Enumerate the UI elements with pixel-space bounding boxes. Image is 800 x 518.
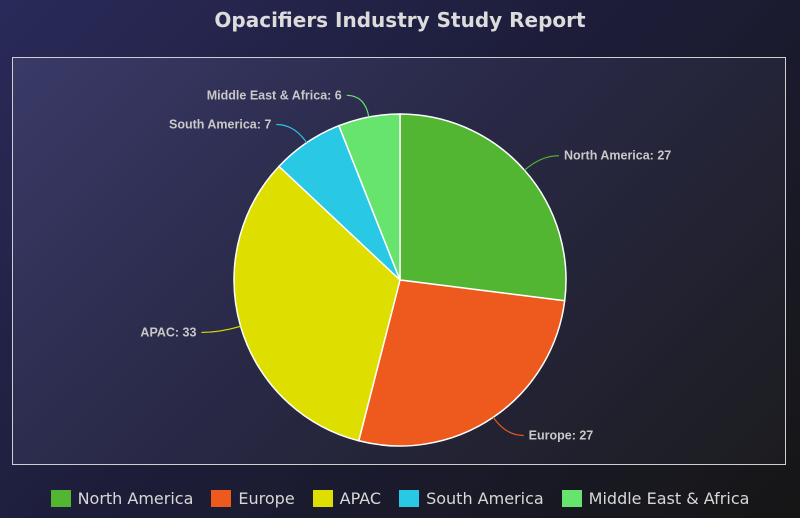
legend-swatch	[399, 489, 420, 507]
data-label-south-america: South America: 7	[169, 118, 271, 132]
legend-swatch	[312, 489, 333, 507]
chart-title: Opacifiers Industry Study Report	[214, 8, 586, 32]
legend-item-south-america[interactable]: South America	[399, 489, 544, 508]
legend-label: Europe	[238, 488, 295, 508]
legend: North America Europe APAC South America Midd…	[0, 486, 800, 510]
legend-item-middle-east-and-africa[interactable]: Middle East & Africa	[561, 488, 750, 508]
data-label-middle-east-and-africa: Middle East & Africa: 6	[207, 88, 342, 102]
pie-slice-europe[interactable]	[357, 279, 566, 447]
legend-label: APAC	[339, 488, 382, 508]
leader-line-south-america	[276, 123, 308, 144]
leader-line-europe	[492, 416, 524, 437]
legend-label: Middle East & Africa	[588, 488, 750, 508]
legend-label: South America	[426, 488, 544, 508]
leader-line-north-america	[524, 155, 560, 171]
legend-swatch	[561, 489, 582, 507]
data-label-north-america: North America: 27	[564, 149, 671, 163]
legend-item-europe[interactable]: Europe	[211, 488, 295, 508]
pie-slice-apac[interactable]	[233, 165, 401, 442]
legend-label: North America	[77, 488, 194, 508]
leader-line-apac	[201, 325, 241, 334]
data-label-europe: Europe: 27	[529, 428, 594, 442]
legend-swatch	[50, 489, 71, 507]
pie-slice-north-america[interactable]	[399, 113, 567, 302]
legend-swatch	[211, 489, 232, 507]
legend-item-north-america[interactable]: North America	[50, 488, 194, 508]
leader-line-middle-east-and-africa	[346, 94, 370, 118]
data-label-apac: APAC: 33	[140, 325, 196, 339]
legend-item-apac[interactable]: APAC	[312, 488, 382, 508]
